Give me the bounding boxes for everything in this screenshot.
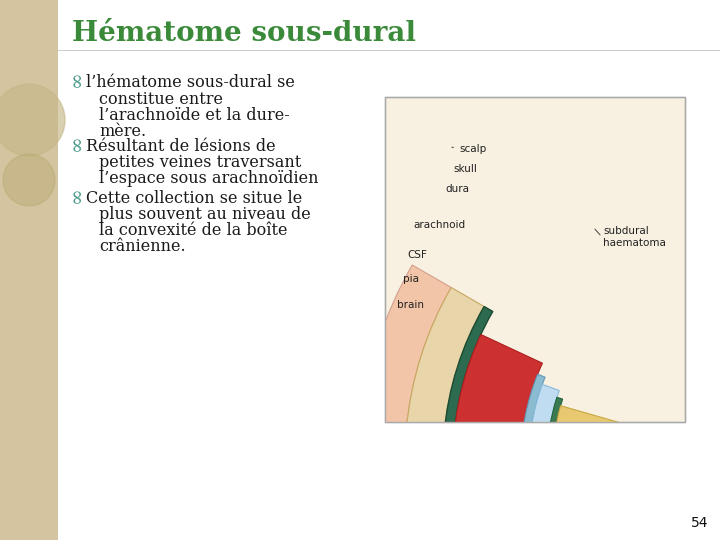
Text: pia: pia <box>403 274 419 284</box>
Bar <box>385 97 685 422</box>
Text: scalp: scalp <box>451 144 486 154</box>
Text: l’espace sous arachnoïdien: l’espace sous arachnoïdien <box>99 170 318 187</box>
Text: ∞: ∞ <box>66 187 86 204</box>
Text: 54: 54 <box>690 516 708 530</box>
Text: crânienne.: crânienne. <box>99 238 186 255</box>
Circle shape <box>3 154 55 206</box>
Text: dura: dura <box>445 184 469 194</box>
Text: Hématome sous-dural: Hématome sous-dural <box>72 20 416 47</box>
Text: la convexité de la boîte: la convexité de la boîte <box>99 222 287 239</box>
Text: l’arachnoïde et la dure-: l’arachnoïde et la dure- <box>99 107 289 124</box>
Text: ∞: ∞ <box>66 134 86 151</box>
Text: arachnoid: arachnoid <box>413 220 465 230</box>
Wedge shape <box>521 374 657 540</box>
Wedge shape <box>405 287 645 540</box>
Text: ∞: ∞ <box>66 71 86 87</box>
Circle shape <box>0 84 65 156</box>
Text: brain: brain <box>397 300 424 310</box>
Wedge shape <box>529 384 654 540</box>
Text: subdural
haematoma: subdural haematoma <box>603 226 666 248</box>
Wedge shape <box>443 307 649 540</box>
Wedge shape <box>453 334 665 540</box>
Text: constitue entre: constitue entre <box>99 91 223 108</box>
Wedge shape <box>553 406 709 540</box>
Bar <box>0 0 58 540</box>
Text: skull: skull <box>453 164 477 174</box>
Text: petites veines traversant: petites veines traversant <box>99 154 301 171</box>
Text: CSF: CSF <box>407 250 427 260</box>
Text: mère.: mère. <box>99 123 146 140</box>
Text: Résultant de lésions de: Résultant de lésions de <box>86 138 276 155</box>
Wedge shape <box>547 397 652 540</box>
Text: l’hématome sous-dural se: l’hématome sous-dural se <box>86 74 295 91</box>
Wedge shape <box>360 265 632 540</box>
Text: Cette collection se situe le: Cette collection se situe le <box>86 190 302 207</box>
Text: plus souvent au niveau de: plus souvent au niveau de <box>99 206 311 223</box>
Bar <box>385 97 685 422</box>
